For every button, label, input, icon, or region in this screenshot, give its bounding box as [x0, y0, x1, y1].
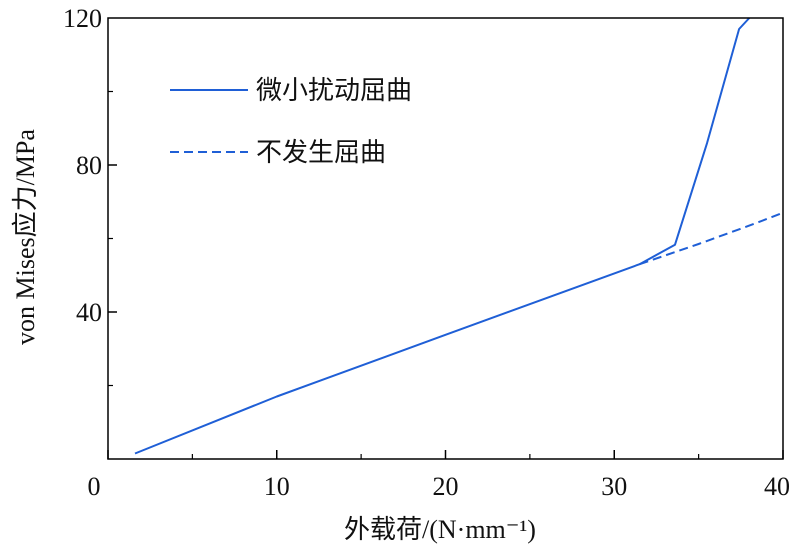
legend-label: 不发生屈曲 — [256, 138, 386, 168]
series-line-no-buckling — [639, 211, 784, 266]
x-tick-label: 30 — [601, 472, 627, 501]
plot-area — [134, 17, 784, 455]
axes: 0 10 20 30 40 40 80 120 — [63, 4, 790, 501]
y-tick-label: 80 — [76, 151, 102, 180]
x-tick-label: 40 — [764, 472, 790, 501]
y-tick-label: 40 — [76, 298, 102, 327]
x-tick-label: 0 — [88, 472, 101, 501]
series-line-perturbation-buckling — [134, 17, 751, 455]
x-axis-title: 外载荷/(N·mm⁻¹) — [344, 515, 536, 544]
y-tick-label: 120 — [63, 4, 102, 33]
x-tick-label: 20 — [433, 472, 459, 501]
legend-label: 微小扰动屈曲 — [256, 76, 412, 106]
y-axis-title: von Mises应力/MPa — [11, 129, 40, 345]
plot-frame — [107, 17, 784, 460]
x-tick-label: 10 — [264, 472, 290, 501]
